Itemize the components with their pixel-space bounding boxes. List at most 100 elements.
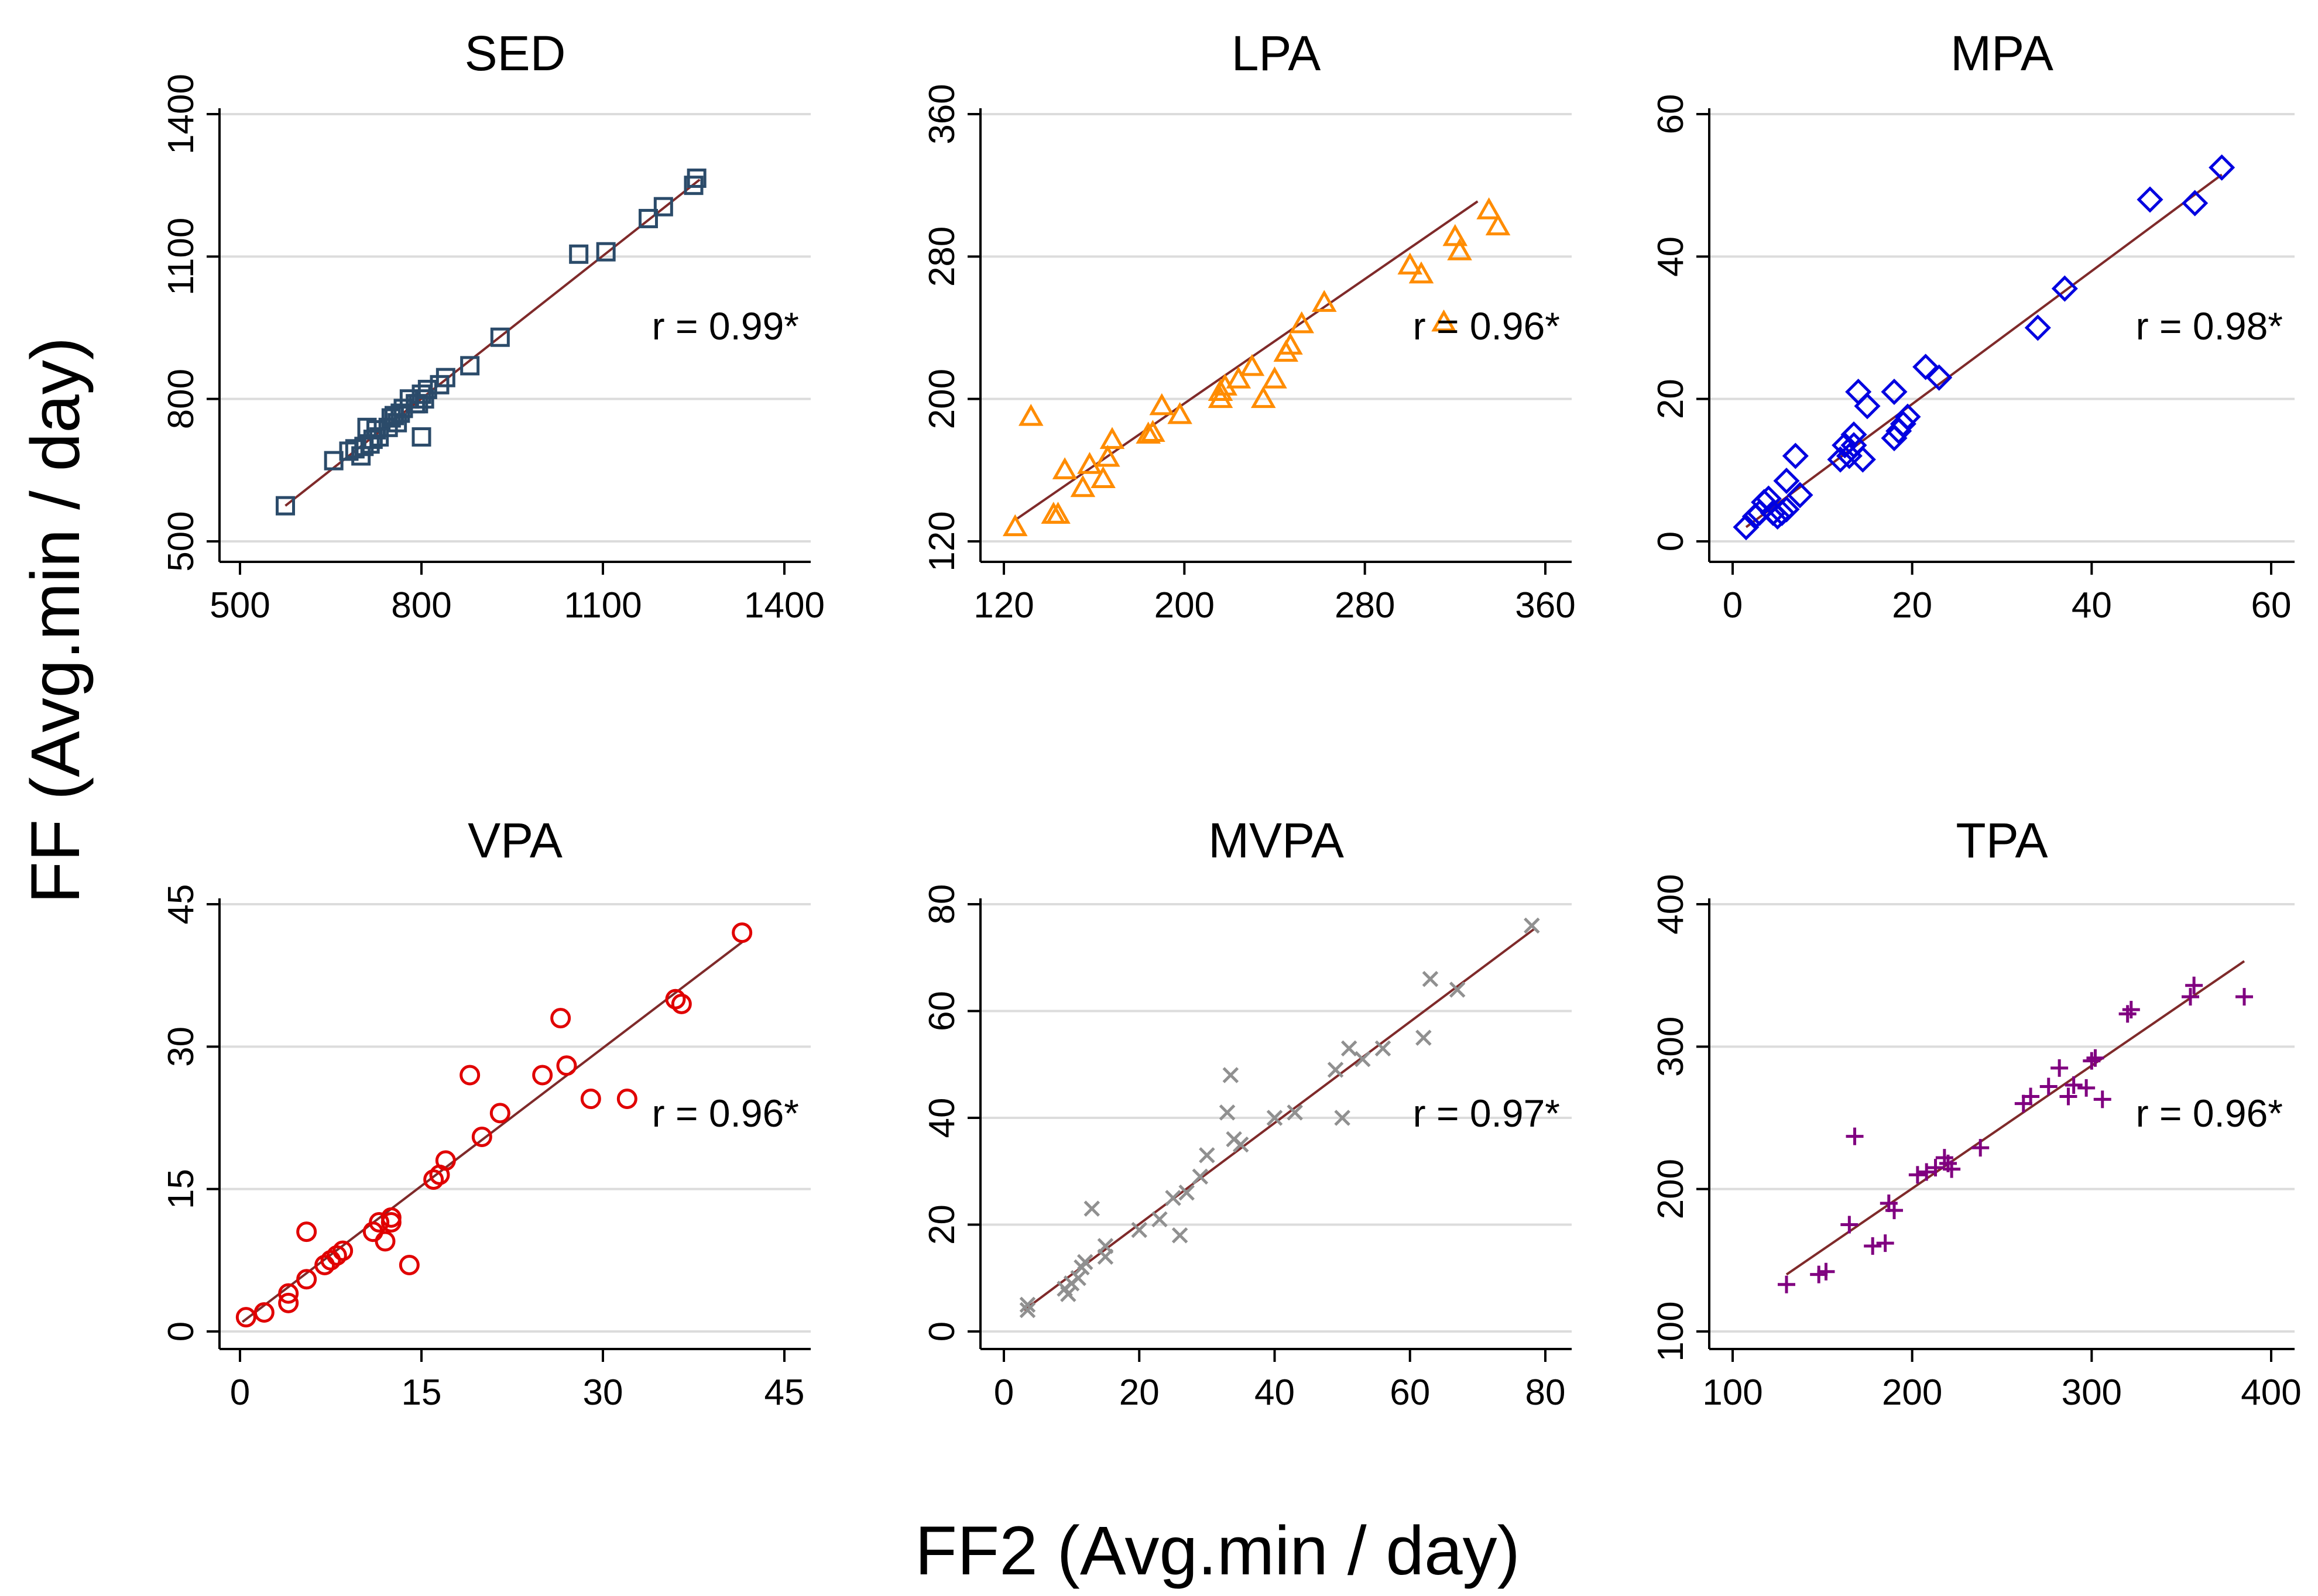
data-point xyxy=(1422,970,1439,987)
x-tick-label: 40 xyxy=(1254,1372,1295,1413)
data-point xyxy=(1219,1104,1236,1121)
data-point xyxy=(1208,386,1233,409)
y-tick-label: 1400 xyxy=(161,74,201,155)
data-point xyxy=(1250,386,1276,409)
data-point xyxy=(2039,1077,2058,1096)
panel-mpa: 0 20 40 60 0 20 40 60 MPA r = 0.98* xyxy=(1651,26,2295,626)
data-point xyxy=(1524,917,1540,934)
data-point xyxy=(278,1292,299,1313)
y-tick-label: 280 xyxy=(922,226,962,287)
y-tick-label: 300 xyxy=(1651,1017,1691,1077)
data-point xyxy=(1097,1238,1114,1254)
data-point xyxy=(1890,410,1916,437)
data-point xyxy=(1002,514,1028,537)
x-tick-label: 400 xyxy=(2241,1372,2301,1413)
data-point xyxy=(1849,446,1876,473)
data-point xyxy=(296,1269,317,1290)
x-tick-label: 80 xyxy=(1525,1372,1566,1413)
data-point xyxy=(1912,353,1939,380)
data-point xyxy=(490,327,510,347)
correlation-label: r = 0.97* xyxy=(1413,1092,1560,1135)
data-point xyxy=(375,1231,396,1252)
data-point xyxy=(399,1254,420,1275)
data-point xyxy=(1355,1051,1371,1068)
data-point xyxy=(1817,1262,1835,1281)
y-tick-label: 800 xyxy=(161,369,201,429)
data-point xyxy=(1918,1163,1936,1181)
data-point xyxy=(369,1211,390,1233)
y-axis-label: FF (Avg.min / day) xyxy=(17,337,94,904)
x-tick-label: 200 xyxy=(1154,585,1215,626)
data-point xyxy=(1773,496,1800,523)
data-point xyxy=(532,1065,553,1086)
data-point xyxy=(556,1055,577,1076)
data-point xyxy=(1278,332,1303,355)
data-point xyxy=(1070,1269,1086,1286)
y-tick-label: 45 xyxy=(161,884,201,925)
x-tick-label: 0 xyxy=(230,1372,250,1413)
panel-title: TPA xyxy=(1956,813,2048,868)
data-point xyxy=(569,244,589,264)
data-point xyxy=(278,1283,299,1304)
data-point xyxy=(1151,1211,1168,1228)
data-point xyxy=(1827,446,1854,473)
data-point xyxy=(460,1065,481,1086)
data-point xyxy=(1334,1110,1350,1126)
x-tick-label: 500 xyxy=(210,585,270,626)
data-point xyxy=(1485,213,1511,236)
x-tick-label: 800 xyxy=(391,585,451,626)
panel-tpa: 100 200 300 400 100 200 300 400 TPA r = 0.96* xyxy=(1651,813,2302,1413)
fit-line xyxy=(1023,927,1536,1312)
panel-lpa: 120 200 280 360 120 200 280 360 LPA r = 0.96* xyxy=(922,26,1576,626)
panel-title: VPA xyxy=(468,813,563,868)
data-point xyxy=(2122,1001,2140,1019)
x-tick-label: 60 xyxy=(2251,585,2292,626)
panel-mvpa: 0 20 40 60 80 0 20 40 60 80 MVPA r = 0.97* xyxy=(922,813,1572,1413)
y-tick-label: 0 xyxy=(1651,531,1691,551)
y-tick-label: 20 xyxy=(1651,379,1691,419)
data-point xyxy=(1733,514,1760,541)
data-point xyxy=(1287,1104,1303,1121)
data-point xyxy=(671,993,692,1014)
correlation-label: r = 0.98* xyxy=(2136,304,2283,348)
y-tick-label: 15 xyxy=(161,1169,201,1209)
y-tick-label: 500 xyxy=(161,511,201,571)
data-point xyxy=(2093,1090,2111,1108)
data-point xyxy=(1222,1067,1239,1083)
data-point xyxy=(1340,1040,1357,1057)
data-point xyxy=(2083,1052,2101,1070)
data-point xyxy=(732,922,753,943)
data-point xyxy=(1773,468,1800,495)
data-point xyxy=(1077,452,1102,474)
data-point xyxy=(332,1240,354,1261)
data-point xyxy=(1018,404,1044,426)
x-tick-label: 60 xyxy=(1390,1372,1430,1413)
data-point xyxy=(1943,1160,1961,1178)
data-point xyxy=(1076,1254,1093,1271)
panel-title: SED xyxy=(465,26,566,81)
data-point xyxy=(1226,366,1251,389)
y-tick-label: 100 xyxy=(1651,1301,1691,1361)
data-point xyxy=(1449,981,1466,998)
data-point xyxy=(1876,1234,1894,1252)
data-point xyxy=(1408,261,1434,284)
data-point xyxy=(1095,444,1120,467)
y-tick-label: 60 xyxy=(922,991,962,1031)
data-point xyxy=(1167,401,1192,424)
data-point xyxy=(2086,1049,2104,1067)
data-point xyxy=(665,989,686,1010)
x-tick-label: 40 xyxy=(2072,585,2112,626)
data-point xyxy=(1140,420,1165,442)
data-point xyxy=(1045,502,1071,524)
data-point xyxy=(1881,378,1908,406)
data-point xyxy=(1782,442,1809,469)
data-point xyxy=(1165,1190,1181,1206)
x-tick-label: 1400 xyxy=(744,585,825,626)
data-point xyxy=(423,1169,444,1190)
x-tick-label: 120 xyxy=(973,585,1034,626)
data-point xyxy=(1312,290,1337,312)
data-point xyxy=(1447,238,1472,260)
y-tick-label: 1100 xyxy=(161,218,201,296)
data-point xyxy=(1840,1216,1858,1234)
data-point xyxy=(2077,1079,2096,1097)
